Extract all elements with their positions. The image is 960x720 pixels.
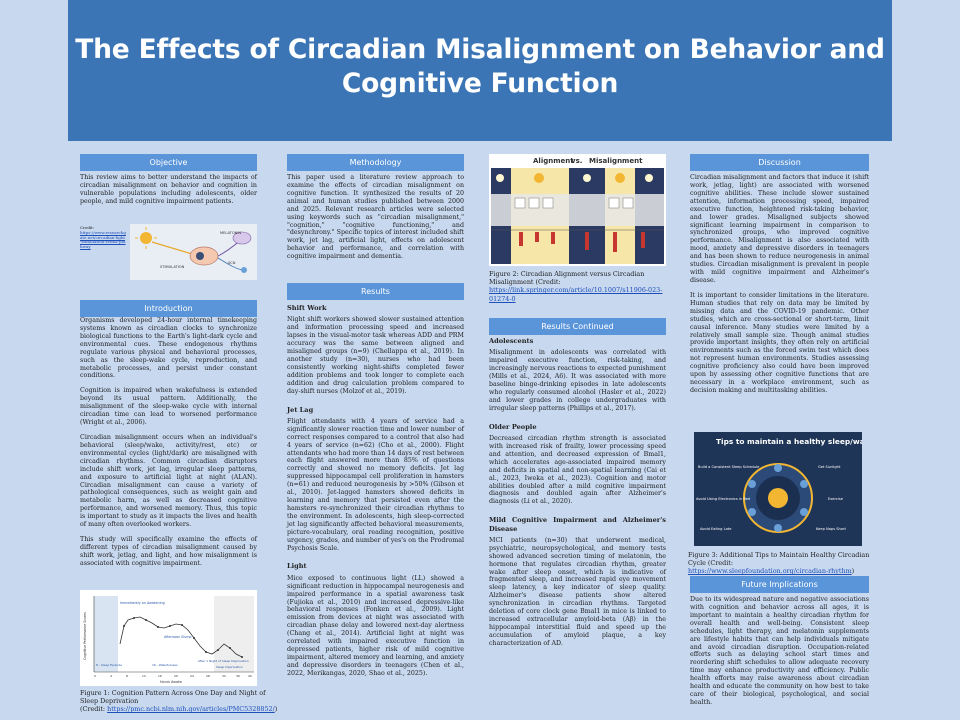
clock-icon <box>768 488 788 508</box>
objective-text: This review aims to better understand th… <box>80 174 257 205</box>
poster-header: The Effects of Circadian Misalignment on… <box>68 0 892 141</box>
results-continued-subheading: Mild Cognitive Impairment and Alzheimer'… <box>489 516 666 533</box>
intro-paragraph: Cognition is impaired when wakefulness i… <box>80 387 257 427</box>
figure1-credit-end: ) <box>274 705 278 714</box>
figure1-caption: Figure 1: Cognition Pattern Across One D… <box>80 689 280 714</box>
fig2-title-left: Alignment <box>533 157 574 165</box>
fig1-xtick: 28 <box>206 674 210 678</box>
figure2-caption-text: Figure 2: Circadian Alignment versus Cir… <box>489 270 645 287</box>
discussion-paragraph: Circadian misalignment and factors that … <box>690 174 869 284</box>
results-subheading: Jet Lag <box>287 405 314 414</box>
results-heading: Results <box>287 283 464 300</box>
fig3-title: Tips to maintain a healthy sleep/wake cy… <box>716 437 862 446</box>
results-paragraph: Mice exposed to continuous light (LL) sh… <box>287 574 464 677</box>
fig1-xtick: 12 <box>142 674 146 678</box>
fig1-annotation: Afternoon Slump <box>164 635 192 639</box>
introduction-text: Organisms developed 24-hour internal tim… <box>80 317 257 575</box>
brain-icon <box>232 231 252 245</box>
figure3-caption: Figure 3: Additional Tips to Maintain He… <box>688 551 870 576</box>
discussion-paragraph: It is important to consider limitations … <box>690 291 869 394</box>
results-continued-subheading: Older People <box>489 422 537 431</box>
objective-credit: Credit: https://www.researchgate.net/cir… <box>80 225 126 250</box>
results-continued-subheading: Adolescents <box>489 337 534 345</box>
objective-figure: Credit: https://www.researchgate.net/cir… <box>80 224 257 280</box>
future-heading: Future Implications <box>690 576 869 593</box>
fig1-annotation: After 1 Night of Sleep Deprivation <box>198 659 249 663</box>
fig1-annotation: 16 - Wakefulness <box>152 663 178 667</box>
figure3-infographic: Tips to maintain a healthy sleep/wake cy… <box>694 432 862 546</box>
eye-light-diagram: MELATONIN STIMULATION SCN <box>130 224 257 280</box>
results-continued-body: Adolescents Misalignment in adolescents … <box>489 337 666 655</box>
figure2-diagram: Alignment vs. Misalignment <box>489 154 666 266</box>
fig3-tip: Avoid Eating Late <box>700 527 732 531</box>
figure3-caption-text: Figure 3: Additional Tips to Maintain He… <box>688 551 870 568</box>
figure1-caption-text: Figure 1: Cognition Pattern Across One D… <box>80 689 266 706</box>
fig1-xtick: 0 <box>94 674 96 678</box>
fig1-annotation: Immediately on Awakening <box>120 601 165 605</box>
poster-title: The Effects of Circadian Misalignment on… <box>75 34 885 99</box>
intro-paragraph: Organisms developed 24-hour internal tim… <box>80 317 257 380</box>
fig1-xlabel: Hours Awake <box>160 680 182 684</box>
results-paragraph: Night shift workers showed slower sustai… <box>287 316 464 395</box>
fig-label-stimulation: STIMULATION <box>160 265 185 269</box>
sun-icon <box>615 173 625 183</box>
fig3-tip: Build a Consistent Sleep Schedule <box>698 465 760 469</box>
fig-label-scn: SCN <box>228 261 236 265</box>
fig1-xtick: 36 <box>236 674 240 678</box>
fig2-title-right: Misalignment <box>589 157 643 165</box>
fig1-xtick: 24 <box>190 674 194 678</box>
results-body: Shift Work Night shift workers showed sl… <box>287 304 464 685</box>
figure3-credit-link[interactable]: https://www.sleepfoundation.org/circadia… <box>688 567 852 576</box>
figure2-caption: Figure 2: Circadian Alignment versus Cir… <box>489 270 679 303</box>
objective-credit-label: Credit: <box>80 225 95 230</box>
discussion-heading: Discussion <box>690 154 869 171</box>
fig1-xtick: 32 <box>222 674 226 678</box>
figure3-credit-end: ) <box>851 567 855 576</box>
introduction-heading: Introduction <box>80 300 257 317</box>
figure2-credit-link[interactable]: https://link.springer.com/article/10.100… <box>489 286 663 303</box>
future-text: Due to its widespread nature and negativ… <box>690 596 869 706</box>
fig-label-melatonin: MELATONIN <box>220 231 241 235</box>
fig1-xtick: 4 <box>110 674 112 678</box>
fig1-ylabel: Cognitive Performance Scores <box>83 612 87 660</box>
results-paragraph: Flight attendants with 4 years of servic… <box>287 417 464 552</box>
fig1-annotation: 8 - Sleep Episode <box>96 663 122 667</box>
results-continued-paragraph: Misalignment in adolescents was correlat… <box>489 349 666 412</box>
fig3-tip: Exercise <box>828 497 844 501</box>
fig3-tip: Get Sunlight <box>818 465 841 469</box>
intro-paragraph: This study will specifically examine the… <box>80 536 257 567</box>
figure1-credit-link[interactable]: https://pmc.ncbi.nlm.nih.gov/articles/PM… <box>107 705 275 714</box>
discussion-text: Circadian misalignment and factors that … <box>690 174 869 402</box>
objective-heading: Objective <box>80 154 257 171</box>
results-continued-paragraph: Decreased circadian rhythm strength is a… <box>489 434 666 506</box>
fig1-xtick: 16 <box>158 674 162 678</box>
fig1-annotation: Sleep Deprivation <box>216 665 243 669</box>
sun-icon <box>140 232 152 244</box>
fig2-title-vs: vs. <box>571 157 582 165</box>
results-subheading: Light <box>287 562 307 571</box>
fig1-xtick: 8 <box>126 674 128 678</box>
figure1-chart: Cognitive Performance Scores Hours Awake… <box>80 590 257 686</box>
intro-paragraph: Circadian misalignment occurs when an in… <box>80 433 257 529</box>
fig1-xtick: 20 <box>174 674 178 678</box>
methodology-text: This paper used a literature review appr… <box>287 174 464 261</box>
fig3-tip: Keep Naps Short <box>816 527 846 531</box>
methodology-heading: Methodology <box>287 154 464 171</box>
figure1-credit-label: (Credit: <box>80 705 108 714</box>
results-subheading: Shift Work <box>287 304 327 312</box>
results-continued-paragraph: MCI patients (n=30) that underwent medic… <box>489 536 666 647</box>
sun-icon <box>534 173 544 183</box>
fig3-tip: Avoid Using Electronics in Bed <box>696 497 750 501</box>
results-continued-heading: Results Continued <box>489 318 666 335</box>
fig1-xtick: 40 <box>248 674 252 678</box>
objective-credit-link[interactable]: https://www.researchgate.net/circadian-l… <box>80 229 126 250</box>
